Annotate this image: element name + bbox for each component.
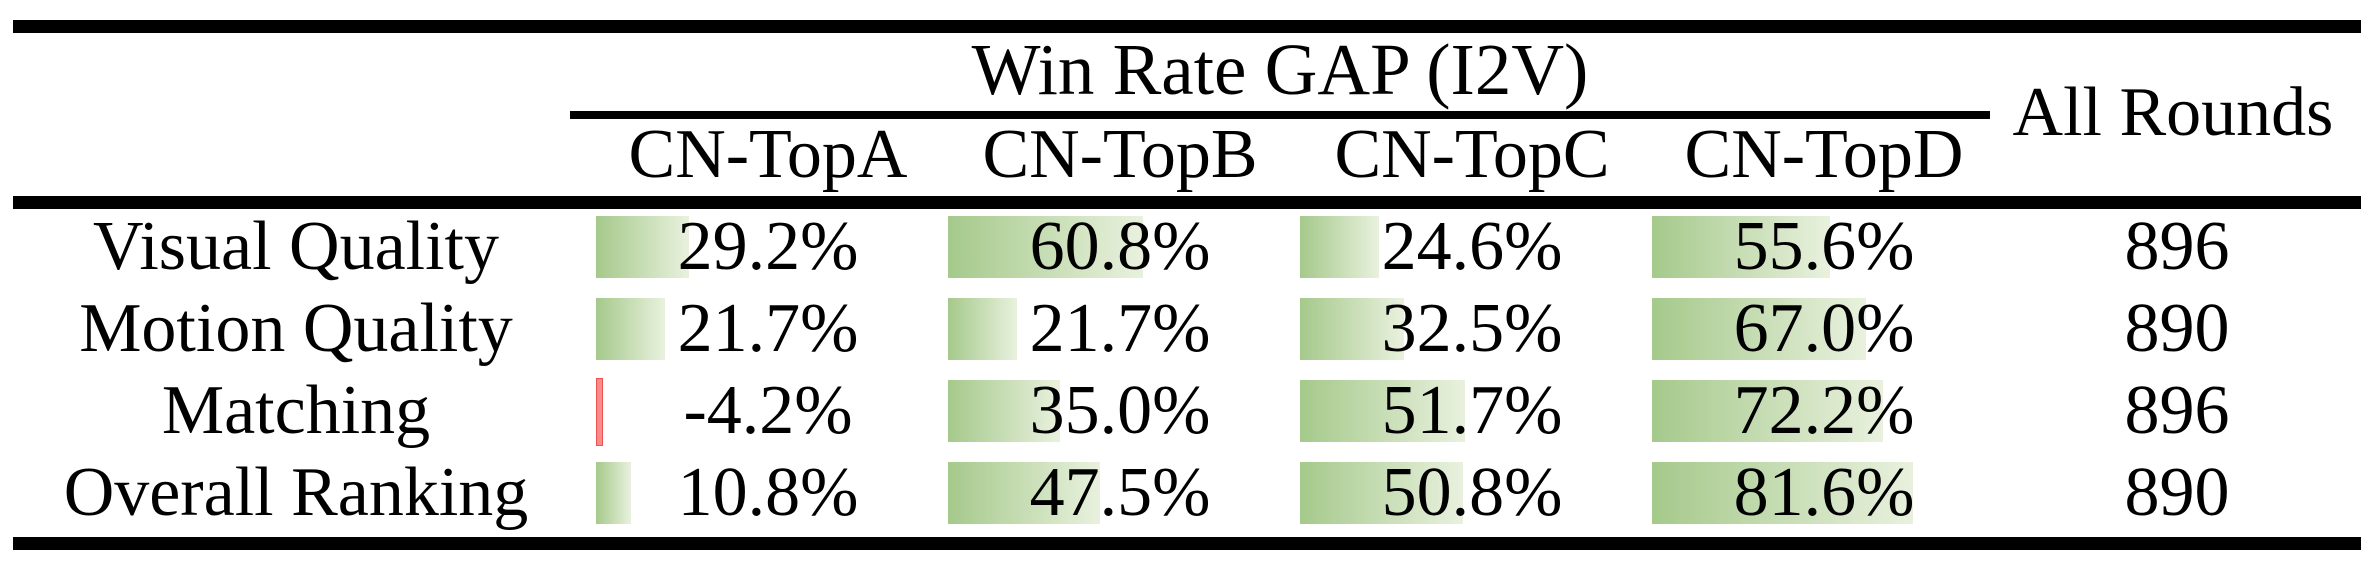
cell-value: 67.0% [1733,290,1915,367]
cell-value: 60.8% [1029,208,1211,285]
data-bar [1300,216,1379,278]
cell-value: 81.6% [1733,454,1915,531]
cell-value: 10.8% [677,454,859,531]
cell-value: 29.2% [677,208,859,285]
data-cell: 50.8% [1296,452,1648,534]
row-label-motion-quality: Motion Quality [79,290,513,367]
data-bar [948,298,1018,360]
data-bar [1652,216,1830,278]
data-bar [1300,298,1404,360]
data-cell: 24.6% [1296,206,1648,288]
top-rule [13,20,2361,33]
cell-value: 55.6% [1733,208,1915,285]
data-bar [596,298,666,360]
row-label-visual-quality: Visual Quality [92,208,500,285]
cell-value: 21.7% [677,290,859,367]
data-cell: 67.0% [1648,288,2000,370]
data-cell: 72.2% [1648,370,2000,452]
cell-value: 35.0% [1029,372,1211,449]
cell-value: -4.2% [683,372,853,449]
row-label-overall-ranking: Overall Ranking [63,454,529,531]
data-cell: 10.8% [592,452,944,534]
column-header-cn-topa: CN-TopA [628,116,908,193]
data-cell: 81.6% [1648,452,2000,534]
column-header-cn-topd: CN-TopD [1684,116,1964,193]
data-cell: 21.7% [944,288,1296,370]
cell-value: 21.7% [1029,290,1211,367]
data-cell: 21.7% [592,288,944,370]
cell-value: 24.6% [1381,208,1563,285]
all-rounds-header: All Rounds [2012,74,2334,151]
data-cell: 55.6% [1648,206,2000,288]
data-bar [1652,380,1883,442]
data-cell: 32.5% [1296,288,1648,370]
data-cell: 51.7% [1296,370,1648,452]
cell-value: 72.2% [1733,372,1915,449]
data-bar [596,216,690,278]
data-cell: 47.5% [944,452,1296,534]
data-cell: 60.8% [944,206,1296,288]
cell-value: 47.5% [1029,454,1211,531]
data-bar [948,216,1143,278]
all-rounds-value: 890 [2124,454,2230,531]
data-bar [948,462,1100,524]
cell-value: 32.5% [1381,290,1563,367]
data-cell: -4.2% [592,370,944,452]
data-cell: 35.0% [944,370,1296,452]
all-rounds-value: 890 [2124,290,2230,367]
data-bar-negative [596,378,603,446]
column-header-cn-topc: CN-TopC [1334,116,1610,193]
group-title: Win Rate GAP (I2V) [971,28,1589,110]
data-bar [596,462,631,524]
group-underline-rule [570,111,1990,119]
header-bottom-rule [13,196,2361,209]
data-bar [1652,298,1867,360]
data-cell: 29.2% [592,206,944,288]
all-rounds-value: 896 [2124,372,2230,449]
data-bar [1652,462,1914,524]
data-bar [948,380,1060,442]
row-label-matching: Matching [161,372,431,449]
data-bar [1300,380,1466,442]
data-bar [1300,462,1463,524]
cell-value: 50.8% [1381,454,1563,531]
all-rounds-value: 896 [2124,208,2230,285]
bottom-rule [13,537,2361,550]
column-header-cn-topb: CN-TopB [982,116,1258,193]
cell-value: 51.7% [1381,372,1563,449]
